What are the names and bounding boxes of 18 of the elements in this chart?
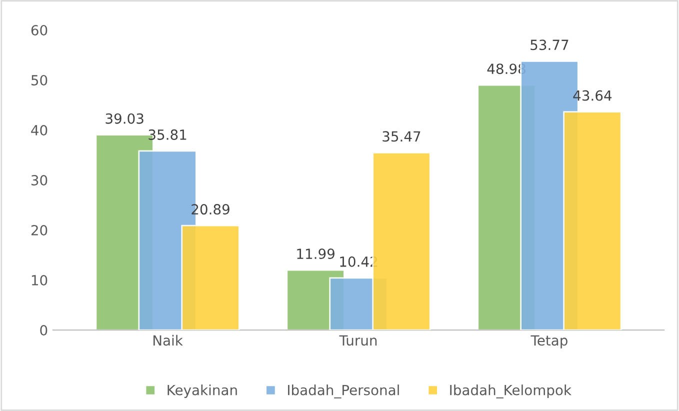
x-tick-label: Turun xyxy=(339,335,377,346)
x-tick-label: Tetap xyxy=(530,335,568,348)
legend-label: Keyakinan xyxy=(168,384,237,398)
data-label: 35.47 xyxy=(382,131,420,142)
y-tick-label: 60 xyxy=(31,24,48,36)
data-label: 39.03 xyxy=(106,113,144,124)
x-tick-label: Naik xyxy=(154,334,183,346)
y-tick-label: 40 xyxy=(31,124,48,136)
y-tick-label: 20 xyxy=(31,224,48,236)
data-label: 35.81 xyxy=(148,129,186,140)
legend-label: Ibadah_Kelompok xyxy=(450,384,572,398)
y-tick-label: 0 xyxy=(40,325,48,336)
y-tick-label: 30 xyxy=(31,174,48,186)
y-tick-label: 10 xyxy=(32,274,48,286)
data-label: 11.99 xyxy=(297,248,334,260)
y-tick-label: 50 xyxy=(32,74,48,86)
data-label: 53.77 xyxy=(530,40,568,50)
legend-label: Ibadah_Personal xyxy=(288,384,399,398)
